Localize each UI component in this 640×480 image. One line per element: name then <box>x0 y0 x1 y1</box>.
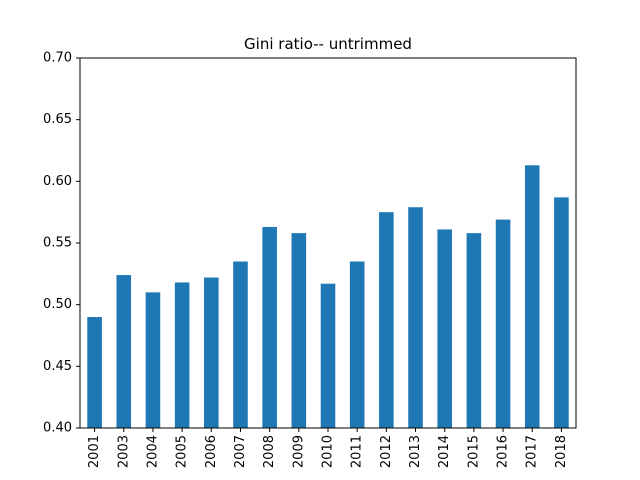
bar-2001 <box>87 317 102 428</box>
bar-2009 <box>291 233 307 428</box>
bar-2010 <box>320 283 336 428</box>
bar-2016 <box>495 219 511 428</box>
y-axis: 0.40 0.45 0.50 0.55 0.60 0.65 0.70 <box>43 51 80 436</box>
y-tick-label: 0.50 <box>43 297 72 312</box>
x-tick-label: 2015 <box>466 435 481 468</box>
x-tick-label: 2008 <box>262 435 277 468</box>
x-tick-label: 2016 <box>496 435 511 468</box>
x-tick-label: 2013 <box>408 435 423 468</box>
bar-2014 <box>437 229 452 428</box>
y-tick-label: 0.40 <box>43 421 72 436</box>
x-tick-label: 2011 <box>350 435 365 468</box>
x-tick-label: 2010 <box>321 435 336 468</box>
x-tick-label: 2014 <box>437 435 452 468</box>
x-tick-label: 2001 <box>87 435 102 468</box>
bar-2018 <box>554 197 569 428</box>
x-tick-label: 2012 <box>379 435 394 468</box>
bar-2003 <box>116 275 132 428</box>
x-tick-label: 2006 <box>204 435 219 468</box>
plot-frame <box>79 57 577 429</box>
bars-group <box>87 165 569 429</box>
bar-2017 <box>524 165 540 429</box>
bar-2013 <box>408 207 423 428</box>
bar-2006 <box>204 277 219 428</box>
x-tick-label: 2009 <box>291 435 306 468</box>
bar-2015 <box>466 233 482 428</box>
bar-2007 <box>233 261 248 428</box>
x-tick-label: 2003 <box>116 435 131 468</box>
bar-2004 <box>145 292 161 428</box>
bar-2012 <box>379 212 394 428</box>
y-tick-label: 0.45 <box>43 359 72 374</box>
chart-title: Gini ratio-- untrimmed <box>244 35 412 53</box>
bar-2011 <box>349 261 365 428</box>
y-tick-label: 0.70 <box>43 51 72 66</box>
x-tick-label: 2004 <box>145 435 160 468</box>
bar-2008 <box>262 226 277 428</box>
y-tick-label: 0.60 <box>43 174 72 189</box>
bar-2005 <box>174 282 190 428</box>
x-tick-label: 2017 <box>525 435 540 468</box>
x-tick-label: 2018 <box>554 435 569 468</box>
y-tick-label: 0.65 <box>43 112 72 127</box>
x-tick-label: 2005 <box>175 435 190 468</box>
x-tick-label: 2007 <box>233 435 248 468</box>
y-tick-label: 0.55 <box>43 236 72 251</box>
x-axis: 2001 2003 2004 2005 2006 2007 2008 2009 2010 2011… <box>87 428 569 468</box>
